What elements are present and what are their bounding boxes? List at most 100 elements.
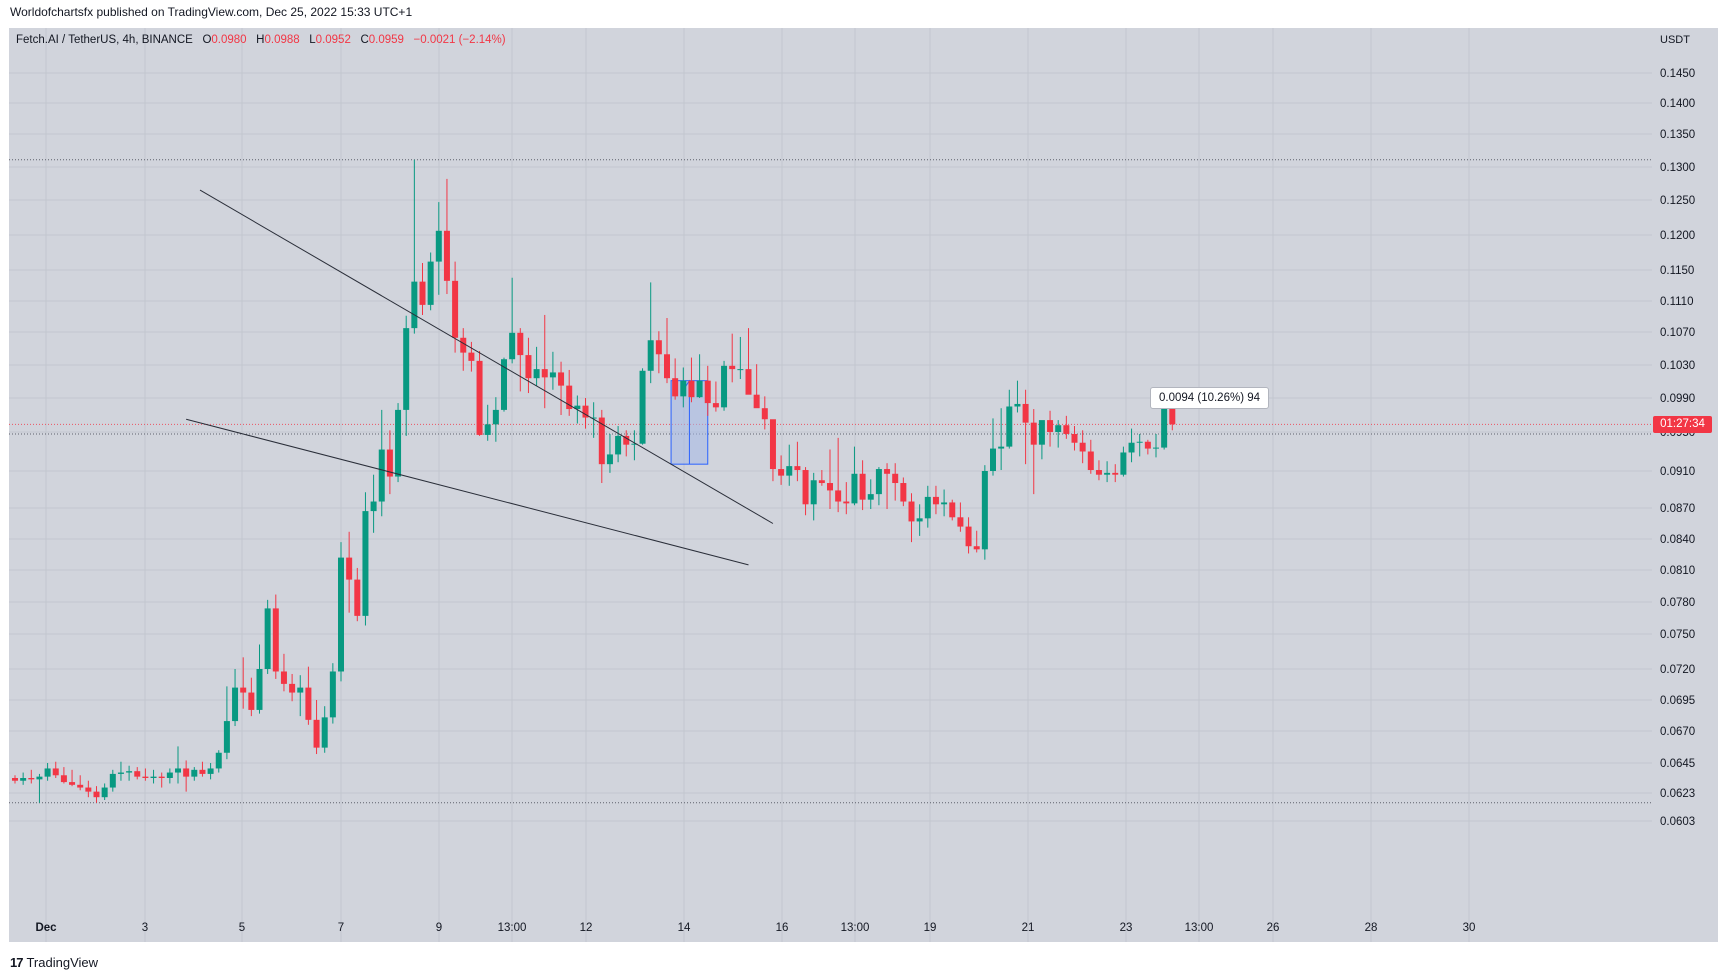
candle-body (101, 787, 108, 798)
candle-body (875, 469, 882, 495)
candle-body (158, 776, 165, 778)
candle-87 (721, 360, 728, 411)
candle-138 (1136, 433, 1143, 457)
candle-body (134, 771, 141, 777)
candle-body (761, 408, 768, 420)
candle-89 (737, 336, 744, 380)
candle-17 (150, 769, 157, 784)
candle-11 (101, 783, 108, 800)
candle-body (769, 419, 776, 470)
time-tick-4: 9 (436, 922, 442, 934)
candle-body (1087, 451, 1094, 471)
time-tick-3: 7 (338, 922, 344, 934)
candle-body (69, 782, 76, 785)
trendline-upper (199, 189, 774, 524)
candle-43 (362, 492, 369, 626)
candle-107 (884, 463, 891, 510)
candle-97 (802, 467, 809, 516)
candle-body (1063, 425, 1070, 434)
time-tick-1: 3 (142, 922, 148, 934)
candle-body (859, 473, 866, 500)
candle-body (1022, 403, 1029, 423)
candle-body (1161, 400, 1168, 448)
candle-127 (1047, 410, 1054, 447)
candle-body (1038, 420, 1045, 445)
currency-label[interactable]: USDT (1660, 34, 1690, 46)
candle-body (150, 776, 157, 778)
tradingview-logo-icon: 17 (10, 955, 24, 970)
candle-131 (1079, 430, 1086, 464)
candle-115 (949, 499, 956, 521)
footer-brand[interactable]: 17 TradingView (10, 955, 98, 970)
candle-body (729, 365, 736, 370)
time-tick-14: 26 (1267, 922, 1280, 934)
candle-46 (386, 430, 393, 495)
measure-label[interactable]: 0.0094 (10.26%) 94 (1150, 387, 1270, 409)
candle-16 (142, 768, 149, 781)
candle-7 (69, 769, 76, 787)
candle-34 (289, 673, 296, 702)
price-tick-16: 0.0780 (1660, 597, 1695, 609)
time-tick-7: 14 (678, 922, 691, 934)
price-tick-18: 0.0720 (1660, 664, 1695, 676)
candle-41 (346, 531, 353, 613)
candle-96 (794, 441, 801, 482)
candle-body (802, 470, 809, 505)
candle-body (590, 417, 597, 419)
candle-125 (1030, 409, 1037, 495)
candle-body (664, 354, 670, 379)
candle-body (117, 772, 124, 774)
candle-70 (582, 398, 589, 429)
candle-body (1079, 442, 1086, 452)
candle-114 (941, 489, 948, 517)
candle-80 (664, 318, 670, 384)
candle-5 (52, 761, 59, 778)
candle-15 (134, 767, 141, 780)
candle-body (175, 768, 181, 773)
candle-121 (998, 408, 1005, 471)
candle-body (378, 449, 385, 502)
candle-body (207, 768, 214, 774)
candle-122 (1006, 389, 1013, 449)
low-value: 0.0952 (315, 34, 351, 46)
candle-49 (411, 159, 418, 334)
candle-body (541, 369, 548, 378)
trendlines[interactable] (186, 189, 774, 566)
candle-body (818, 480, 825, 484)
price-tick-2: 0.1350 (1660, 129, 1695, 141)
candle-94 (778, 455, 785, 485)
candle-28 (240, 657, 247, 709)
candle-body (1006, 406, 1013, 447)
candle-body (297, 687, 304, 693)
price-tick-12: 0.0910 (1660, 466, 1695, 478)
candle-95 (786, 444, 793, 486)
candle-body (1120, 452, 1127, 475)
candle-37 (313, 700, 320, 755)
candle-9 (85, 780, 92, 798)
candle-45 (378, 409, 385, 517)
candle-78 (647, 282, 654, 384)
price-tick-13: 0.0870 (1660, 503, 1695, 515)
candle-102 (843, 482, 850, 515)
candle-body (452, 280, 459, 338)
price-axis-area[interactable] (1652, 28, 1718, 942)
price-tick-21: 0.0645 (1660, 758, 1695, 770)
candle-body (44, 768, 51, 777)
footer-brand-text: TradingView (26, 955, 99, 970)
candle-body (957, 517, 964, 527)
candle-110 (908, 493, 915, 543)
candle-77 (639, 368, 646, 445)
candle-body (346, 557, 353, 580)
candle-body (680, 380, 687, 397)
candle-body (721, 365, 728, 408)
candle-body (28, 778, 35, 780)
candle-42 (354, 567, 361, 622)
candle-72 (598, 409, 605, 484)
candle-body (248, 692, 255, 710)
candle-126 (1038, 420, 1045, 460)
candle-body (623, 435, 630, 445)
candlestick-series (12, 159, 1176, 803)
low-label: L (309, 34, 316, 46)
symbol-name[interactable]: Fetch.AI / TetherUS, 4h, BINANCE (16, 34, 193, 46)
